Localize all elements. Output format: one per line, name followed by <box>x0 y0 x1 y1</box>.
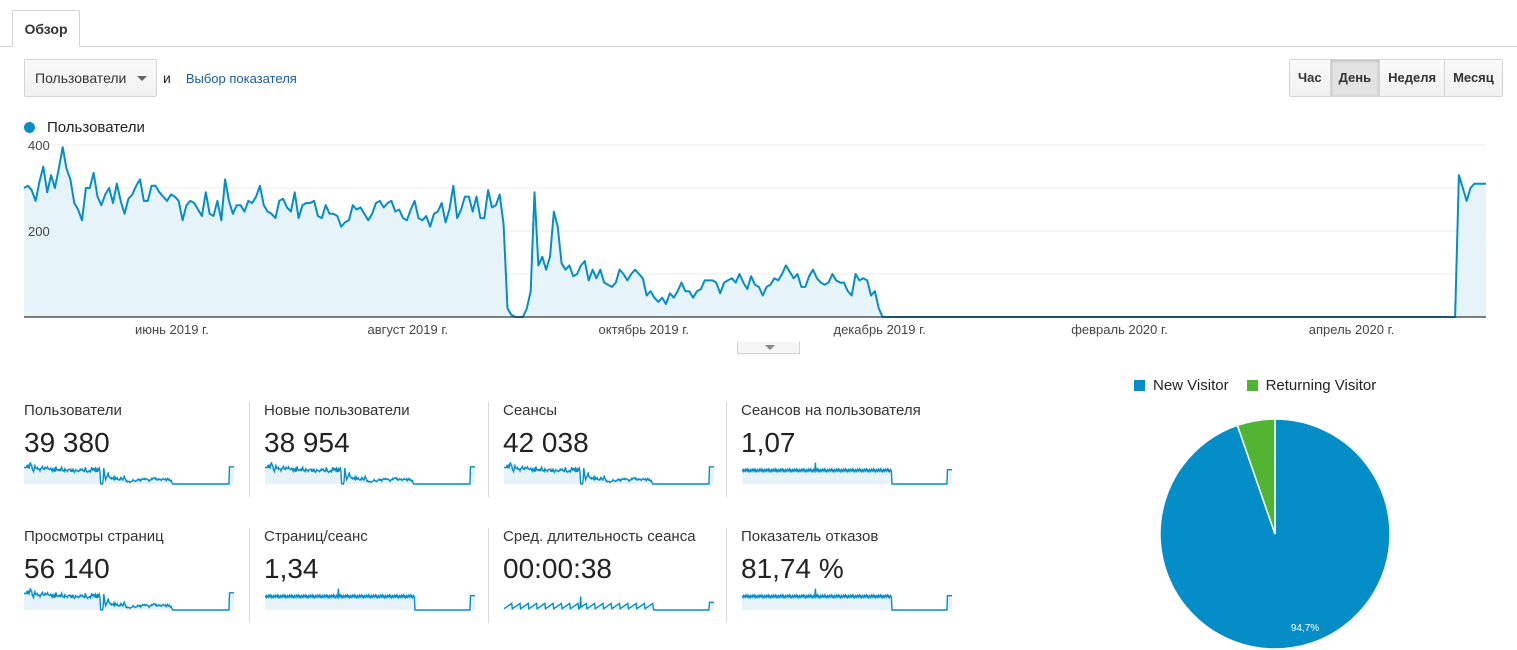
metric-value: 42 038 <box>503 427 589 458</box>
sparkline <box>24 462 234 485</box>
metric-value: 39 380 <box>24 427 110 458</box>
sparkline <box>265 588 475 611</box>
sparkline-area <box>265 588 475 610</box>
sparkline-area <box>265 462 475 484</box>
legend-item-returning-visitor[interactable]: Returning Visitor <box>1246 377 1377 394</box>
sparkline <box>742 462 952 485</box>
metric-value: 38 954 <box>264 427 350 458</box>
legend-label: Пользователи <box>47 119 145 136</box>
visitor-type-pie-chart: 94,7% <box>1159 418 1391 650</box>
metric-label: Сред. длительность сеанса <box>503 528 696 545</box>
metric-card-users[interactable]: Пользователи 39 380 <box>24 402 249 497</box>
x-tick-label: июнь 2019 г. <box>135 322 209 337</box>
tab-overview[interactable]: Обзор <box>12 10 80 47</box>
x-tick-label: октябрь 2019 г. <box>599 322 689 337</box>
period-day-button[interactable]: День <box>1329 60 1380 96</box>
legend-label: New Visitor <box>1153 377 1229 394</box>
metric-card-bounce-rate[interactable]: Показатель отказов 81,74 % <box>726 528 952 623</box>
chart-controls: Пользователи и Выбор показателя <box>24 59 297 97</box>
sparkline-area <box>742 588 952 610</box>
legend-item-new-visitor[interactable]: New Visitor <box>1134 377 1229 394</box>
pie-slice-label: 94,7% <box>1291 623 1319 634</box>
legend-swatch-icon <box>1134 380 1145 391</box>
metric-label: Просмотры страниц <box>24 528 164 545</box>
chevron-down-icon <box>137 76 147 81</box>
sparkline-line <box>742 588 952 611</box>
sparkline-line <box>504 596 714 611</box>
metric-card-sessions[interactable]: Сеансы 42 038 <box>488 402 714 497</box>
metric-card-avg-session-duration[interactable]: Сред. длительность сеанса 00:00:38 <box>488 528 714 623</box>
x-tick-label: август 2019 г. <box>368 322 449 337</box>
x-tick-label: февраль 2020 г. <box>1071 322 1168 337</box>
period-week-button[interactable]: Неделя <box>1379 60 1445 96</box>
sparkline-line <box>24 588 234 611</box>
sparkline <box>24 588 234 611</box>
metric-select-value: Пользователи <box>35 70 127 86</box>
users-timeline-chart: 400 200 июнь 2019 г. август 2019 г. октябрь … <box>23 138 1486 337</box>
sparkline <box>265 462 475 485</box>
pie-legend: New Visitor Returning Visitor <box>1134 377 1394 394</box>
sparkline <box>504 596 714 611</box>
sparkline <box>742 588 952 611</box>
metric-label: Сеансов на пользователя <box>741 402 921 419</box>
metric-value: 56 140 <box>24 553 110 584</box>
legend-dot-icon <box>24 122 35 133</box>
metric-label: Страниц/сеанс <box>264 528 368 545</box>
metric-value: 00:00:38 <box>503 553 612 584</box>
y-tick-label: 200 <box>28 224 50 239</box>
legend-swatch-icon <box>1246 380 1258 391</box>
metric-label: Новые пользователи <box>264 402 410 419</box>
metric-card-pages-per-session[interactable]: Страниц/сеанс 1,34 <box>249 528 475 623</box>
x-tick-label: апрель 2020 г. <box>1309 322 1395 337</box>
metric-label: Сеансы <box>503 402 558 419</box>
metric-value: 1,07 <box>741 427 796 458</box>
period-hour-button[interactable]: Час <box>1290 60 1330 96</box>
metric-label: Показатель отказов <box>741 528 879 545</box>
sparkline <box>504 462 714 485</box>
metric-value: 81,74 % <box>741 553 844 584</box>
metric-value: 1,34 <box>264 553 319 584</box>
y-tick-label: 400 <box>28 138 50 153</box>
metric-select[interactable]: Пользователи <box>24 59 157 97</box>
sparkline-area <box>24 588 234 610</box>
tab-bar: Обзор <box>0 0 1517 47</box>
choose-metric-link[interactable]: Выбор показателя <box>185 70 297 86</box>
sparkline-area <box>504 596 714 610</box>
and-label: и <box>163 70 171 86</box>
period-toggle-group: Час День Неделя Месяц <box>1289 59 1503 97</box>
sparkline-line <box>742 462 952 485</box>
pie-slice-returning-visitor <box>1236 418 1276 535</box>
sparkline-line <box>265 588 475 611</box>
chart-legend: Пользователи <box>24 119 145 136</box>
sparkline-area <box>504 462 714 484</box>
chart-expand-toggle[interactable] <box>737 342 800 354</box>
series-area <box>24 147 1486 317</box>
legend-label: Returning Visitor <box>1265 377 1377 394</box>
sparkline-line <box>265 462 475 485</box>
metric-card-new-users[interactable]: Новые пользователи 38 954 <box>249 402 475 497</box>
metric-card-sessions-per-user[interactable]: Сеансов на пользователя 1,07 <box>726 402 952 497</box>
metric-card-pageviews[interactable]: Просмотры страниц 56 140 <box>24 528 249 623</box>
period-month-button[interactable]: Месяц <box>1444 60 1502 96</box>
metric-label: Пользователи <box>24 402 122 419</box>
x-tick-label: декабрь 2019 г. <box>833 322 925 337</box>
sparkline-line <box>24 462 234 485</box>
sparkline-area <box>742 462 952 484</box>
sparkline-line <box>504 462 714 485</box>
sparkline-area <box>24 462 234 484</box>
